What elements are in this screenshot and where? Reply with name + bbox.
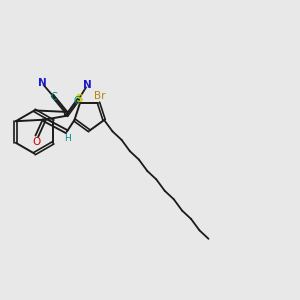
Text: H: H [64, 134, 71, 143]
Text: S: S [75, 94, 82, 104]
Text: N: N [38, 78, 46, 88]
Text: C: C [74, 96, 81, 106]
Text: O: O [33, 136, 41, 147]
Text: C: C [50, 92, 57, 102]
Text: Br: Br [94, 91, 106, 101]
Text: N: N [83, 80, 92, 91]
